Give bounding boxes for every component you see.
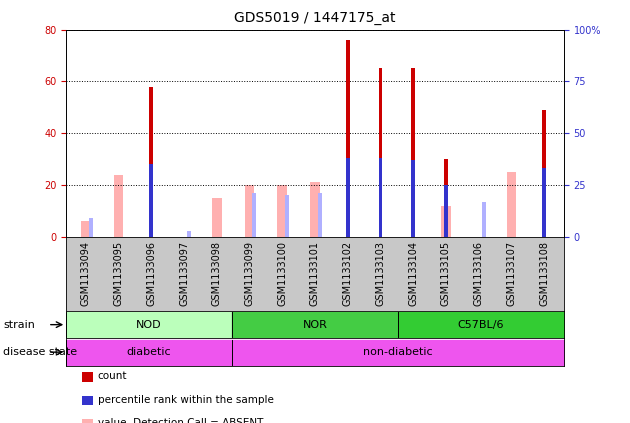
Text: GSM1133100: GSM1133100 <box>277 241 287 305</box>
Text: GSM1133098: GSM1133098 <box>212 241 222 305</box>
Text: GSM1133094: GSM1133094 <box>81 241 91 305</box>
Bar <box>542 110 546 237</box>
Text: GSM1133103: GSM1133103 <box>375 241 386 305</box>
Bar <box>346 40 350 237</box>
Text: GSM1133096: GSM1133096 <box>146 241 156 305</box>
Bar <box>244 185 255 237</box>
Bar <box>113 175 123 237</box>
Text: diabetic: diabetic <box>127 347 171 357</box>
Bar <box>187 231 191 237</box>
Bar <box>277 185 287 237</box>
Text: count: count <box>98 371 127 382</box>
Text: GSM1133095: GSM1133095 <box>113 241 123 306</box>
Text: strain: strain <box>3 320 35 330</box>
Text: NOD: NOD <box>136 320 162 330</box>
Bar <box>482 202 486 237</box>
Text: GSM1133104: GSM1133104 <box>408 241 418 305</box>
Bar <box>89 218 93 237</box>
Text: GSM1133106: GSM1133106 <box>474 241 484 305</box>
Bar <box>318 193 322 237</box>
Text: disease state: disease state <box>3 347 77 357</box>
Bar <box>411 160 415 237</box>
Bar <box>253 193 256 237</box>
Text: GDS5019 / 1447175_at: GDS5019 / 1447175_at <box>234 11 396 25</box>
Bar <box>285 195 289 237</box>
Text: GSM1133099: GSM1133099 <box>244 241 255 305</box>
Bar <box>411 69 415 237</box>
Bar <box>212 198 222 237</box>
Bar <box>81 221 91 237</box>
Text: GSM1133108: GSM1133108 <box>539 241 549 305</box>
Bar <box>379 69 382 237</box>
Bar <box>310 182 320 237</box>
Bar <box>346 158 350 237</box>
Bar <box>149 164 153 237</box>
Bar <box>441 206 451 237</box>
Text: NOR: NOR <box>302 320 328 330</box>
Text: non-diabetic: non-diabetic <box>363 347 433 357</box>
Text: GSM1133105: GSM1133105 <box>441 241 451 306</box>
Bar <box>379 158 382 237</box>
Bar <box>444 159 448 237</box>
Bar <box>444 185 448 237</box>
Text: C57BL/6: C57BL/6 <box>457 320 504 330</box>
Bar <box>542 168 546 237</box>
Text: GSM1133101: GSM1133101 <box>310 241 320 305</box>
Text: percentile rank within the sample: percentile rank within the sample <box>98 395 273 405</box>
Text: GSM1133097: GSM1133097 <box>179 241 189 306</box>
Bar <box>507 172 517 237</box>
Text: value, Detection Call = ABSENT: value, Detection Call = ABSENT <box>98 418 263 423</box>
Text: GSM1133107: GSM1133107 <box>507 241 517 306</box>
Text: GSM1133102: GSM1133102 <box>343 241 353 306</box>
Bar <box>149 87 153 237</box>
